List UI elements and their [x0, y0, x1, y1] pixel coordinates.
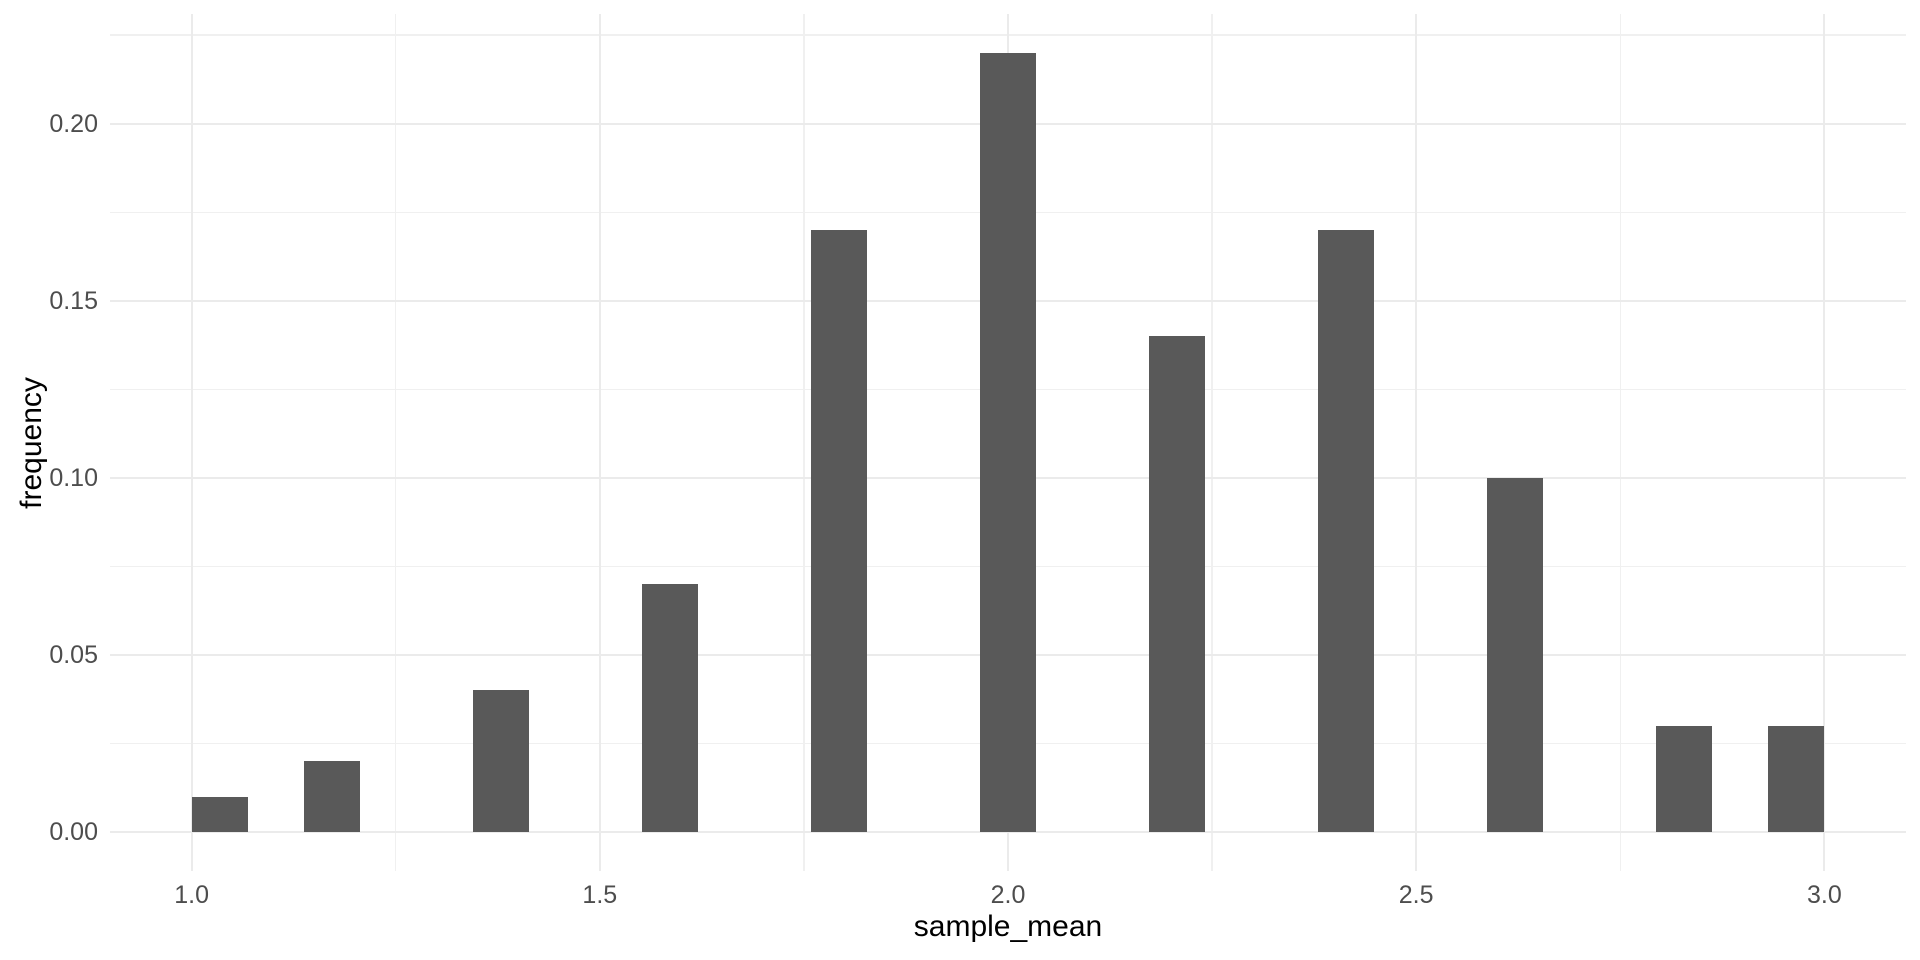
histogram-bar [979, 53, 1037, 833]
x-tick-label: 2.5 [1398, 881, 1434, 909]
y-tick-label: 0.00 [49, 818, 98, 847]
y-tick-label: 0.05 [49, 640, 98, 669]
gridline-vertical-major [190, 14, 193, 871]
histogram-bar [304, 761, 361, 832]
x-tick-label: 1.0 [174, 881, 209, 909]
y-tick-label: 0.20 [49, 109, 98, 138]
gridline-vertical-major [1823, 14, 1826, 871]
gridline-vertical-minor [1619, 14, 1622, 871]
x-axis-title: sample_mean [913, 910, 1103, 943]
gridline-vertical-minor [803, 14, 805, 871]
gridline-vertical-minor [394, 14, 397, 871]
histogram-bar [1655, 725, 1712, 832]
gridline-vertical-minor [1211, 14, 1213, 871]
histogram-bar [473, 690, 530, 833]
histogram-bar [1148, 336, 1206, 833]
plot-panel [110, 14, 1906, 871]
x-tick-label: 3.0 [1806, 881, 1842, 909]
histogram-bar [1768, 725, 1825, 832]
gridline-vertical-major [598, 14, 601, 871]
x-tick-label: 1.5 [582, 881, 618, 909]
histogram-bar [191, 796, 248, 832]
histogram-bar [642, 584, 699, 833]
histogram-bar [1317, 230, 1374, 832]
histogram-bar [810, 230, 868, 832]
x-tick-label: 2.0 [990, 881, 1026, 909]
gridline-vertical-major [1415, 14, 1418, 871]
histogram-bar [1486, 477, 1543, 832]
y-tick-label: 0.15 [49, 286, 98, 315]
y-tick-label: 0.10 [49, 463, 98, 492]
